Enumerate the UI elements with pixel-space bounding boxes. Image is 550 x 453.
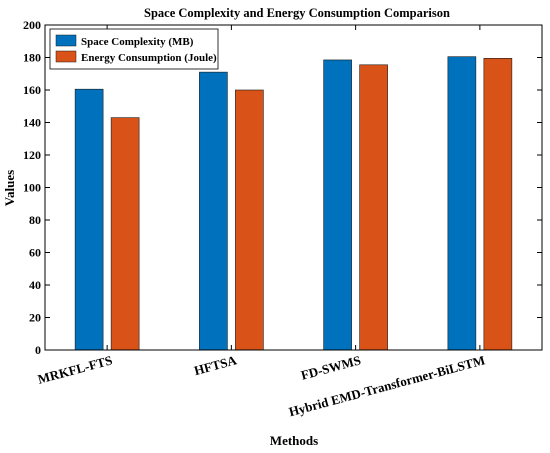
legend-label-0: Space Complexity (MB) bbox=[81, 36, 194, 48]
bar-space-3 bbox=[447, 56, 477, 351]
legend-swatch-1 bbox=[55, 50, 77, 63]
bar-energy-3 bbox=[483, 58, 513, 351]
legend-label-1: Energy Consumption (Joule) bbox=[81, 52, 217, 64]
bar-energy-2 bbox=[359, 64, 388, 351]
legend-swatch-0 bbox=[55, 34, 77, 47]
y-tick-label: 20 bbox=[29, 311, 41, 325]
bar-space-1 bbox=[199, 71, 228, 351]
x-tick-label: Hybrid EMD-Transformer-BiLSTM bbox=[287, 352, 487, 419]
chart-title: Space Complexity and Energy Consumption … bbox=[144, 6, 450, 20]
y-tick-label: 80 bbox=[29, 213, 41, 227]
y-tick-label: 120 bbox=[23, 148, 41, 162]
bar-energy-1 bbox=[235, 89, 264, 351]
y-tick-label: 0 bbox=[35, 343, 41, 357]
y-tick-label: 40 bbox=[29, 278, 41, 292]
x-tick-label: MRKFL-FTS bbox=[36, 352, 114, 386]
x-tick-label: FD-SWMS bbox=[299, 352, 362, 382]
x-tick-label: HFTSA bbox=[192, 352, 238, 378]
bars bbox=[74, 56, 513, 351]
y-tick-label: 180 bbox=[23, 51, 41, 65]
x-axis-label: Methods bbox=[270, 433, 318, 448]
y-tick-label: 200 bbox=[23, 18, 41, 32]
bar-space-0 bbox=[74, 88, 104, 351]
legend-box bbox=[49, 28, 219, 70]
y-tick-label: 100 bbox=[23, 181, 41, 195]
bar-space-2 bbox=[323, 59, 352, 351]
plot-area-frame bbox=[44, 24, 543, 351]
y-tick-label: 60 bbox=[29, 246, 41, 260]
y-axis-label: Values bbox=[2, 170, 17, 206]
legend: Space Complexity (MB) Energy Consumption … bbox=[49, 28, 219, 70]
y-axis-ticks: 0 20 40 60 80 100 120 140 160 180 200 bbox=[23, 18, 542, 357]
bar-energy-0 bbox=[110, 117, 140, 351]
y-tick-label: 160 bbox=[23, 83, 41, 97]
y-tick-label: 140 bbox=[23, 116, 41, 130]
